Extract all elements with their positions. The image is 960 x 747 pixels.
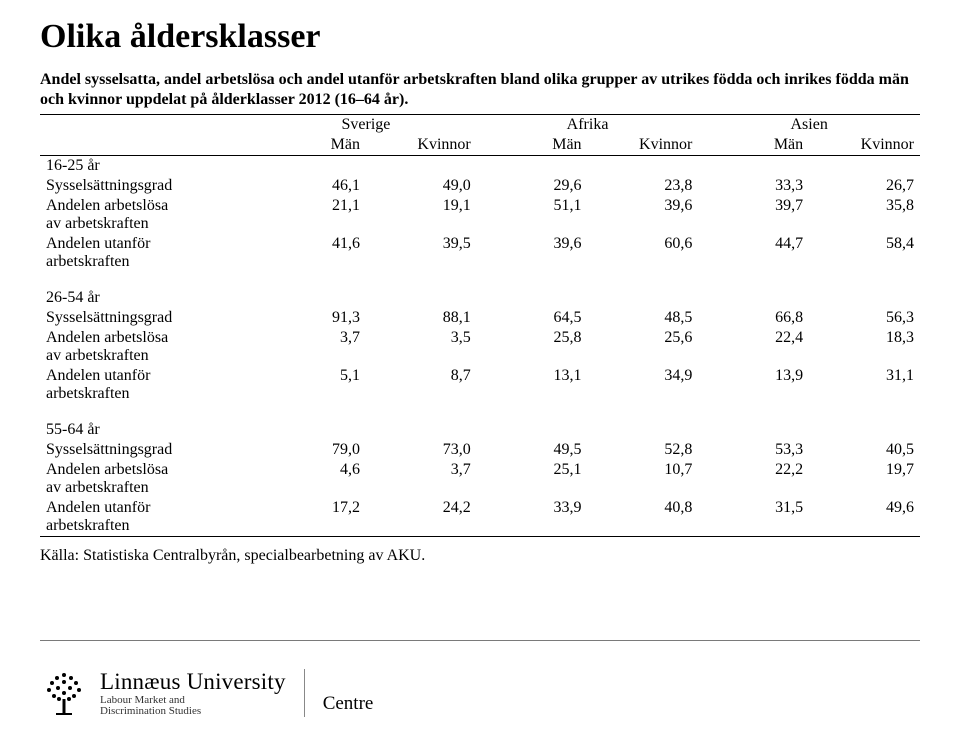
region-head: Sverige bbox=[255, 115, 477, 136]
tree-icon bbox=[40, 669, 88, 717]
data-table: Sverige Afrika Asien Män Kvinnor Män Kvi… bbox=[40, 114, 920, 539]
source-text: Källa: Statistiska Centralbyrån, special… bbox=[40, 547, 920, 565]
table-row: Andelen arbetslösaav arbetskraften3,73,5… bbox=[40, 328, 920, 366]
footer-rule bbox=[40, 640, 920, 641]
centre-label: Centre bbox=[323, 693, 374, 715]
table-row: Sysselsättningsgrad79,073,049,552,853,34… bbox=[40, 440, 920, 460]
university-sub: Labour Market andDiscrimination Studies bbox=[100, 695, 286, 717]
footer: Linnæus University Labour Market andDisc… bbox=[40, 669, 373, 717]
group-label-row: 26-54 år bbox=[40, 288, 920, 308]
table-header-sex: Män Kvinnor Män Kvinnor Män Kvinnor bbox=[40, 135, 920, 156]
col-head: Kvinnor bbox=[588, 135, 699, 156]
table-header-regions: Sverige Afrika Asien bbox=[40, 115, 920, 136]
table-row: Andelen utanförarbetskraften5,18,713,134… bbox=[40, 366, 920, 404]
table-row: Andelen utanförarbetskraften17,224,233,9… bbox=[40, 498, 920, 537]
page-title: Olika åldersklasser bbox=[40, 18, 920, 56]
col-head: Män bbox=[477, 135, 588, 156]
university-name: Linnæus University bbox=[100, 670, 286, 693]
col-head: Män bbox=[698, 135, 809, 156]
table-row: Andelen arbetslösaav arbetskraften4,63,7… bbox=[40, 460, 920, 498]
table-row: Sysselsättningsgrad46,149,029,623,833,32… bbox=[40, 176, 920, 196]
subtitle: Andel sysselsatta, andel arbetslösa och … bbox=[40, 70, 920, 110]
region-head: Afrika bbox=[477, 115, 699, 136]
group-label-row: 16-25 år bbox=[40, 156, 920, 177]
table-row: Sysselsättningsgrad91,388,164,548,566,85… bbox=[40, 308, 920, 328]
col-head: Kvinnor bbox=[809, 135, 920, 156]
table-row: Andelen utanförarbetskraften41,639,539,6… bbox=[40, 234, 920, 272]
group-label-row: 55-64 år bbox=[40, 420, 920, 440]
col-head: Kvinnor bbox=[366, 135, 477, 156]
table-row: Andelen arbetslösaav arbetskraften21,119… bbox=[40, 196, 920, 234]
col-head: Män bbox=[255, 135, 366, 156]
region-head: Asien bbox=[698, 115, 920, 136]
footer-divider bbox=[304, 669, 305, 717]
